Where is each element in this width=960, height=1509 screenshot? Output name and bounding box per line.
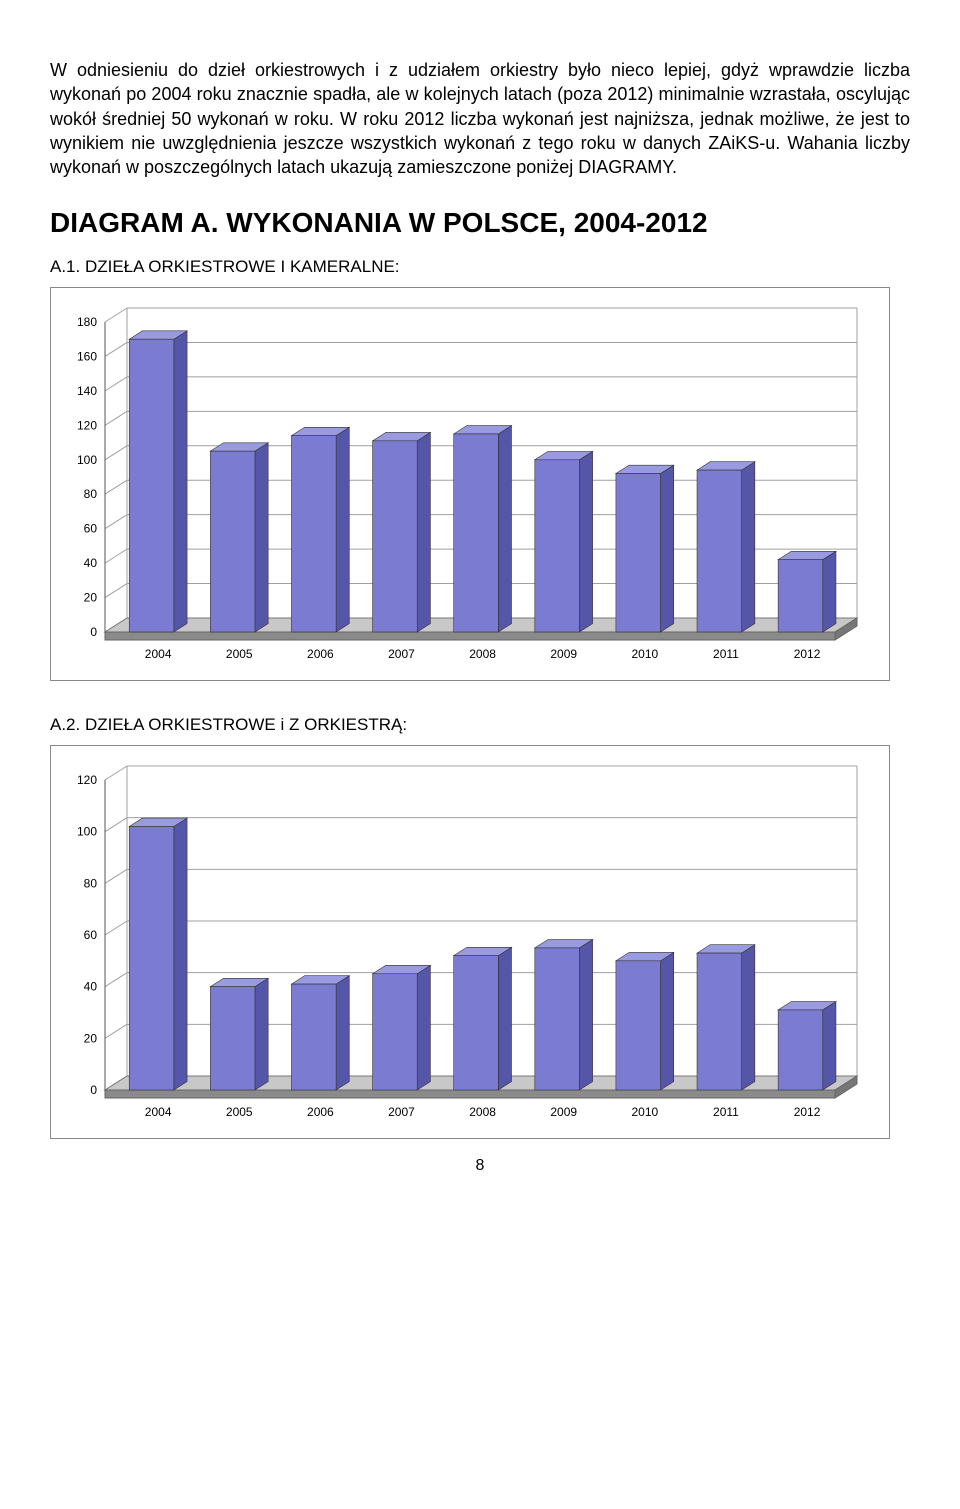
svg-text:0: 0 [90,1083,97,1097]
svg-text:2008: 2008 [469,647,496,661]
svg-text:2007: 2007 [388,647,415,661]
svg-text:100: 100 [77,825,97,839]
svg-text:2006: 2006 [307,1105,334,1119]
svg-text:0: 0 [90,625,97,639]
svg-text:100: 100 [77,453,97,467]
svg-text:2010: 2010 [631,1105,658,1119]
svg-text:40: 40 [84,557,98,571]
chart-a2: 0 20 40 60 80 100 120 2004 2005 2006 2007 2008 2009 2… [50,745,890,1139]
svg-text:2009: 2009 [550,647,577,661]
page-number: 8 [50,1157,910,1175]
svg-text:60: 60 [84,928,98,942]
svg-text:2012: 2012 [794,647,821,661]
svg-text:160: 160 [77,350,97,364]
svg-text:2012: 2012 [794,1105,821,1119]
svg-text:2010: 2010 [631,647,658,661]
chart-a1: 0 20 40 60 80 100 120 140 160 180 2004 2005 2006 2007… [50,287,890,681]
svg-text:2006: 2006 [307,647,334,661]
svg-text:2004: 2004 [145,1105,172,1119]
subtitle-a2: A.2. DZIEŁA ORKIESTROWE i Z ORKIESTRĄ: [50,715,910,735]
svg-text:2009: 2009 [550,1105,577,1119]
svg-text:2011: 2011 [713,1105,739,1119]
svg-text:60: 60 [84,522,98,536]
svg-text:40: 40 [84,980,98,994]
svg-text:20: 20 [84,1032,98,1046]
svg-text:120: 120 [77,773,97,787]
svg-text:2008: 2008 [469,1105,496,1119]
diagram-title: DIAGRAM A. WYKONANIA W POLSCE, 2004-2012 [50,207,910,239]
subtitle-a1: A.1. DZIEŁA ORKIESTROWE I KAMERALNE: [50,257,910,277]
svg-text:80: 80 [84,877,98,891]
svg-text:2011: 2011 [713,647,739,661]
svg-text:20: 20 [84,591,98,605]
svg-text:180: 180 [77,315,97,329]
svg-text:140: 140 [77,384,97,398]
svg-text:80: 80 [84,488,98,502]
svg-text:2007: 2007 [388,1105,415,1119]
svg-text:2005: 2005 [226,647,253,661]
svg-text:120: 120 [77,419,97,433]
body-paragraph: W odniesieniu do dzieł orkiestrowych i z… [50,58,910,179]
svg-text:2004: 2004 [145,647,172,661]
svg-text:2005: 2005 [226,1105,253,1119]
